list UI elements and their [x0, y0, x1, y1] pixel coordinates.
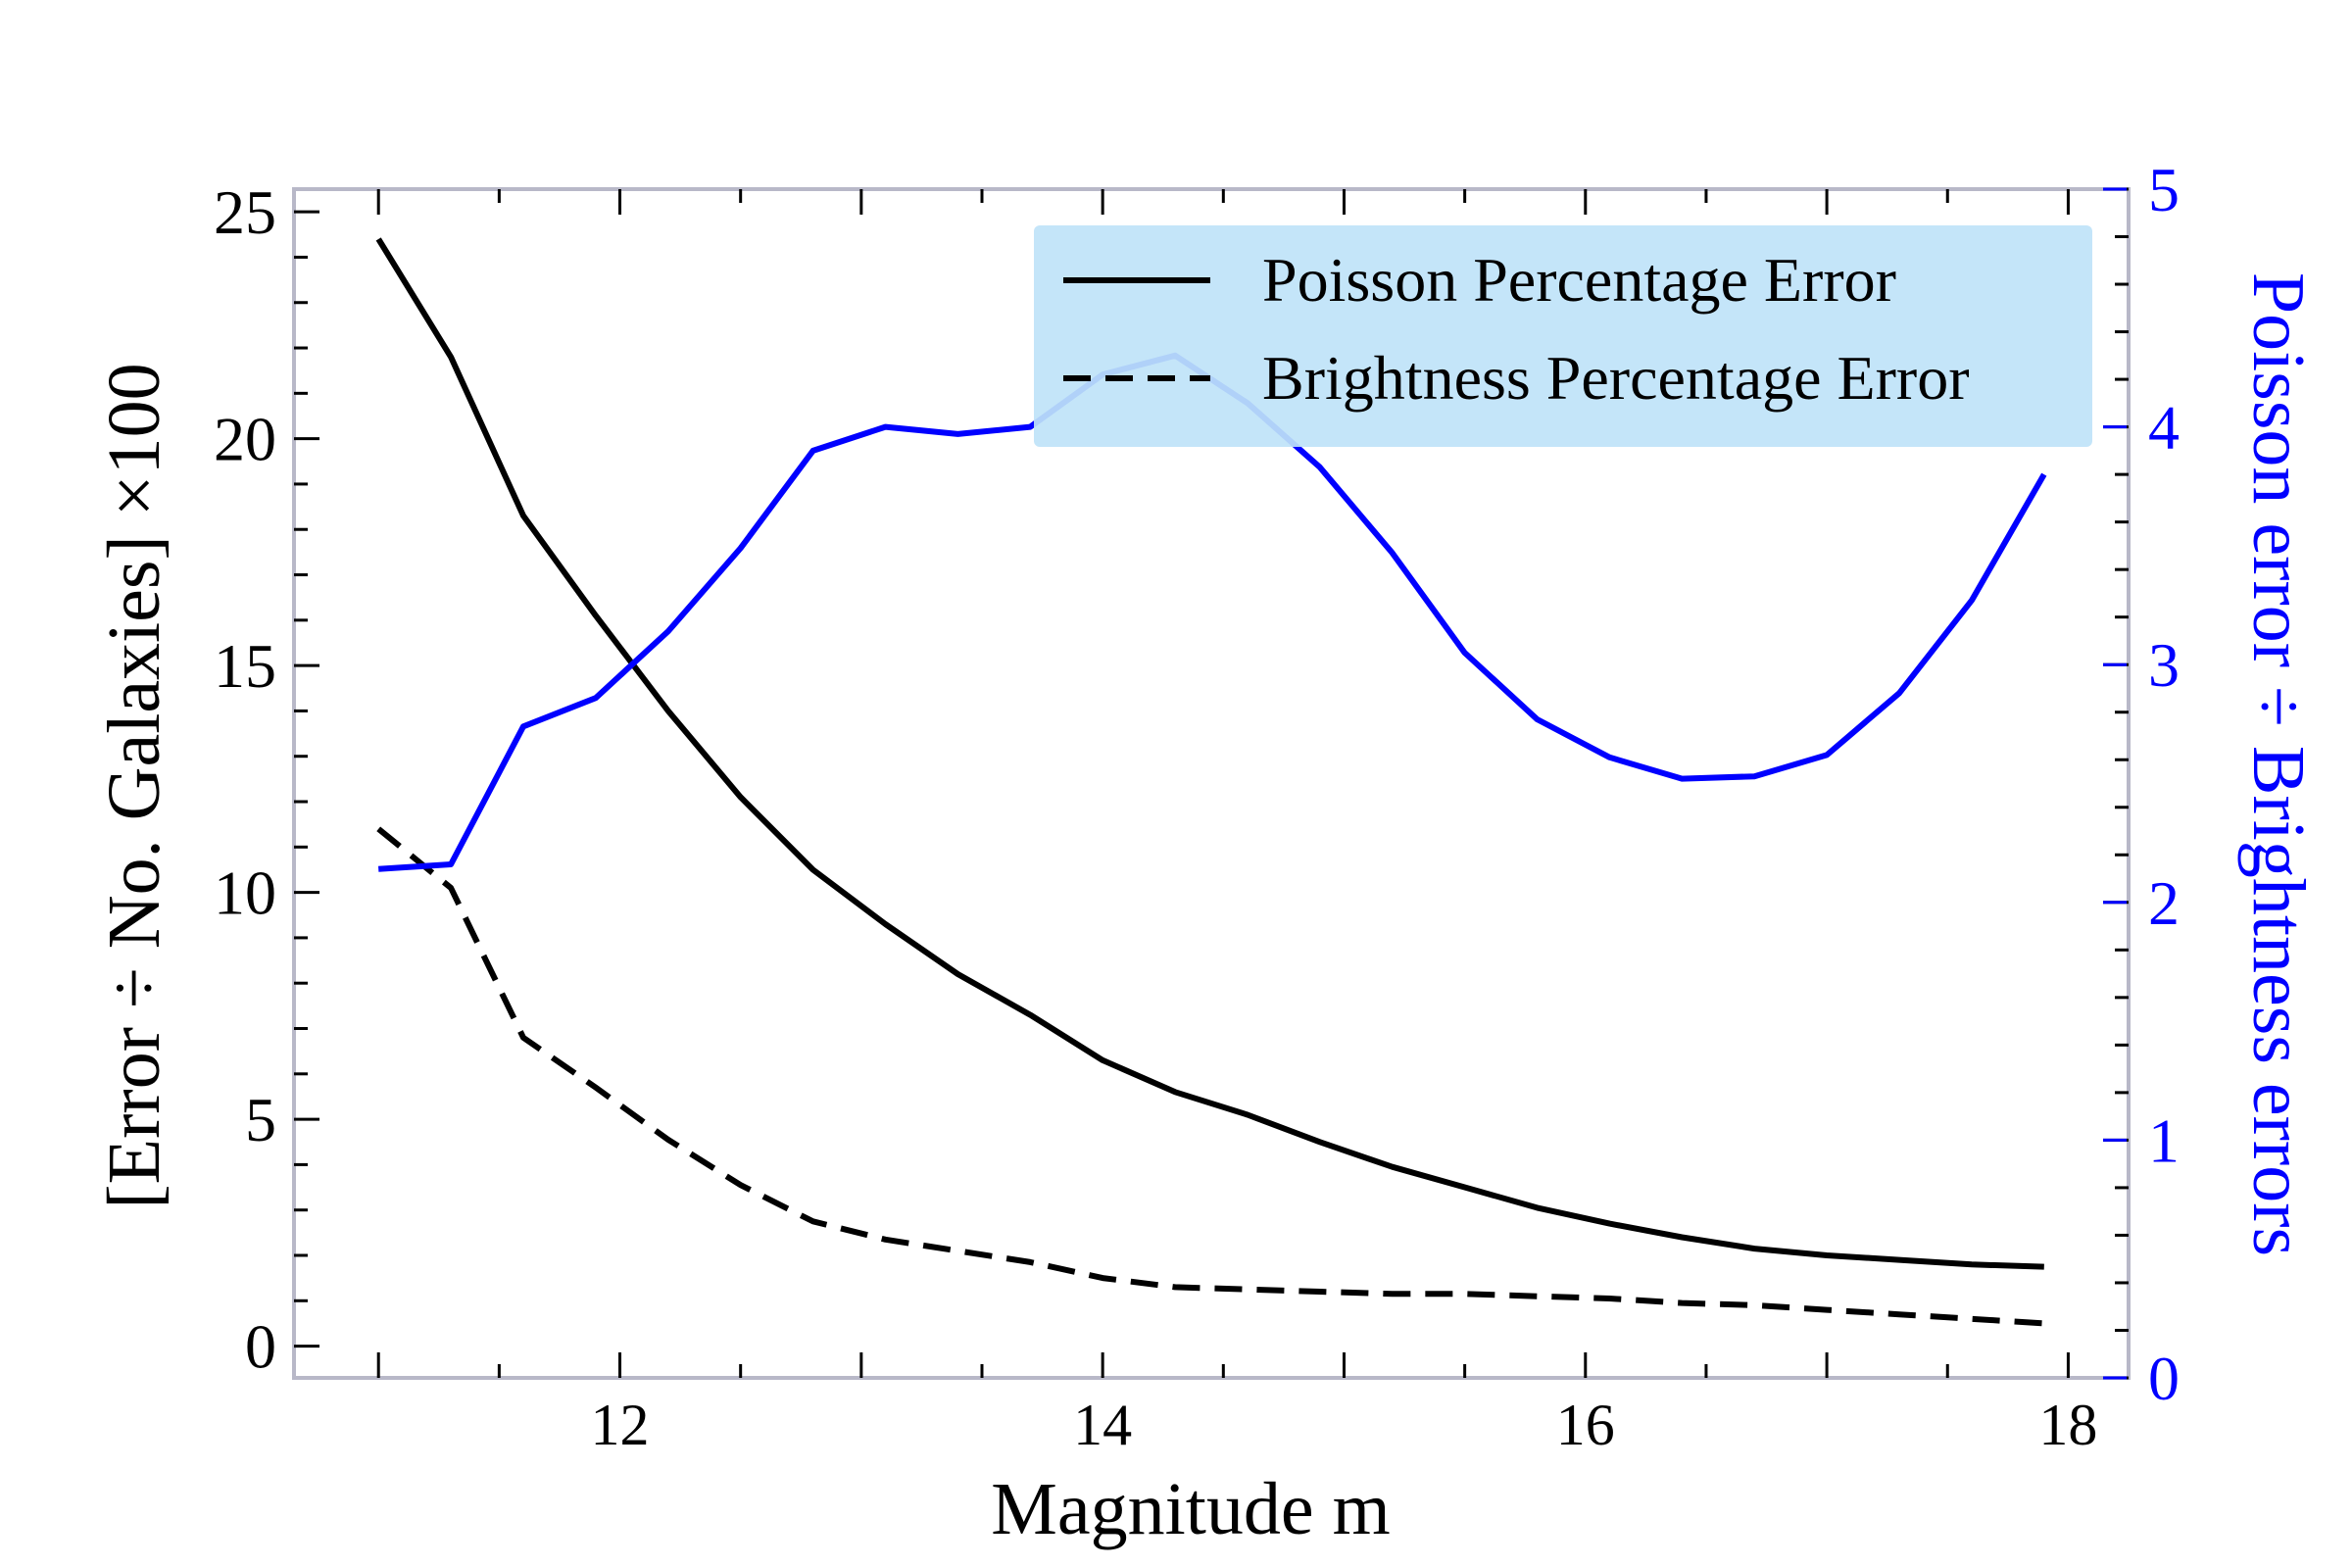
x-tick-label: 12 [591, 1393, 650, 1457]
right-y-tick-label: 0 [2148, 1344, 2180, 1413]
y-tick-label: 15 [214, 631, 276, 701]
legend-box [1034, 225, 2092, 447]
y-tick-label: 10 [214, 858, 276, 928]
right-y-tick-label: 2 [2148, 868, 2180, 938]
plot-frame [292, 187, 2131, 1380]
y-tick-label: 5 [245, 1085, 276, 1154]
brightness-error-line [376, 826, 2044, 1327]
legend-label-poisson: Poisson Percentage Error [1262, 245, 1896, 315]
right-y-tick-label: 1 [2148, 1105, 2180, 1175]
x-axis-label: Magnitude m [991, 1468, 1390, 1550]
y-tick-label: 25 [214, 177, 276, 247]
right-y-tick-label: 4 [2148, 393, 2180, 463]
right-y-tick-label: 3 [2148, 630, 2180, 700]
x-tick-label: 18 [2038, 1393, 2097, 1457]
right-y-axis-label: Poisson error ÷ Brightness errors [2237, 272, 2320, 1256]
y-tick-label: 0 [245, 1312, 276, 1382]
axes-layer [292, 187, 2131, 1380]
y-tick-label: 20 [214, 405, 276, 474]
legend-label-brightness: Brightness Percentage Error [1262, 343, 1970, 413]
poisson-error-line [375, 237, 2044, 1270]
right-y-tick-label: 5 [2148, 155, 2180, 224]
x-tick-label: 16 [1556, 1393, 1615, 1457]
y-axis-label: [Error ÷ No. Galaxies] ×100 [93, 363, 175, 1208]
legend: Poisson Percentage Error Brightness Perc… [1034, 225, 2092, 447]
x-tick-label: 14 [1073, 1393, 1132, 1457]
